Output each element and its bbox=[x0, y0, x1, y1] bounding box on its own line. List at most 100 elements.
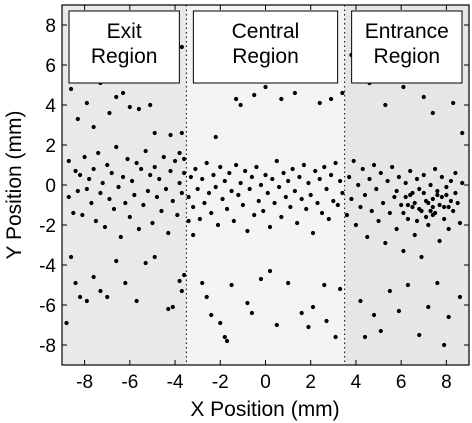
data-point bbox=[66, 158, 71, 164]
data-point bbox=[150, 220, 155, 226]
data-point bbox=[170, 304, 175, 310]
region-label-text: Central bbox=[232, 20, 300, 43]
data-point bbox=[96, 150, 101, 156]
data-point bbox=[263, 84, 268, 90]
data-point bbox=[213, 134, 218, 140]
data-point bbox=[319, 210, 325, 216]
y-tick-label: 6 bbox=[45, 56, 56, 77]
data-point bbox=[245, 228, 250, 234]
data-point bbox=[256, 198, 261, 204]
data-point bbox=[107, 196, 112, 202]
data-point bbox=[73, 280, 78, 286]
x-tick-label: -8 bbox=[76, 372, 93, 393]
data-point bbox=[286, 280, 291, 286]
data-point bbox=[152, 130, 157, 136]
data-point bbox=[392, 194, 397, 200]
data-point bbox=[209, 210, 214, 216]
data-point bbox=[249, 310, 255, 316]
data-point bbox=[152, 254, 157, 260]
data-point bbox=[123, 200, 128, 206]
data-point bbox=[68, 86, 74, 92]
data-point bbox=[71, 210, 76, 216]
y-tick-label: -4 bbox=[39, 256, 56, 277]
y-tick-label: -2 bbox=[39, 216, 56, 237]
data-point bbox=[401, 84, 406, 90]
data-point bbox=[313, 168, 318, 174]
data-point bbox=[412, 200, 417, 206]
y-tick-label: -8 bbox=[39, 336, 56, 357]
data-point bbox=[399, 202, 404, 208]
data-point bbox=[328, 96, 334, 102]
data-point bbox=[448, 178, 454, 184]
data-point bbox=[238, 180, 243, 186]
data-point bbox=[428, 182, 433, 188]
data-point bbox=[446, 204, 451, 210]
data-point bbox=[240, 202, 245, 208]
data-point bbox=[362, 192, 368, 198]
data-point bbox=[134, 298, 139, 304]
data-point bbox=[200, 176, 205, 182]
data-point bbox=[182, 156, 187, 162]
data-point bbox=[120, 90, 126, 96]
data-point bbox=[432, 166, 438, 172]
region-label-text: Entrance bbox=[365, 20, 449, 43]
data-point bbox=[123, 280, 128, 286]
data-point bbox=[111, 206, 117, 212]
data-point bbox=[378, 328, 383, 334]
data-point bbox=[371, 312, 377, 318]
data-point bbox=[376, 218, 381, 224]
data-point bbox=[442, 216, 447, 222]
data-point bbox=[143, 148, 148, 154]
data-point bbox=[419, 208, 424, 214]
data-point bbox=[385, 178, 390, 184]
data-point bbox=[304, 206, 309, 212]
data-point bbox=[292, 188, 297, 194]
data-point bbox=[439, 194, 444, 200]
data-point bbox=[129, 178, 135, 184]
data-point bbox=[457, 220, 463, 226]
data-point bbox=[179, 288, 184, 294]
data-point bbox=[444, 184, 449, 190]
data-point bbox=[116, 184, 121, 190]
data-point bbox=[191, 232, 196, 238]
data-point bbox=[383, 102, 388, 108]
data-point bbox=[227, 170, 232, 176]
data-point bbox=[91, 274, 96, 280]
data-point bbox=[356, 182, 361, 188]
data-point bbox=[254, 164, 259, 170]
data-point bbox=[229, 282, 234, 288]
data-point bbox=[188, 174, 193, 180]
data-point bbox=[403, 180, 408, 186]
data-point bbox=[98, 190, 103, 196]
data-point bbox=[414, 218, 420, 224]
data-point bbox=[371, 162, 377, 168]
data-point bbox=[333, 160, 338, 166]
data-point bbox=[360, 166, 365, 172]
data-point bbox=[234, 162, 239, 168]
data-point bbox=[154, 194, 160, 200]
data-point bbox=[114, 94, 119, 100]
data-point bbox=[136, 106, 141, 112]
data-point bbox=[453, 170, 458, 176]
data-point bbox=[102, 224, 108, 230]
data-point bbox=[435, 192, 440, 198]
data-point bbox=[127, 104, 132, 110]
data-point bbox=[408, 192, 413, 198]
data-point bbox=[125, 156, 130, 162]
region-boundary-lines bbox=[185, 5, 346, 365]
data-point bbox=[426, 200, 431, 206]
data-point bbox=[77, 294, 83, 300]
data-point bbox=[114, 258, 119, 264]
data-point bbox=[358, 298, 363, 304]
data-point bbox=[252, 92, 257, 98]
data-point bbox=[182, 272, 187, 278]
data-point bbox=[340, 190, 345, 196]
data-point bbox=[134, 160, 139, 166]
data-point bbox=[428, 208, 433, 214]
data-point bbox=[91, 124, 96, 130]
data-point bbox=[238, 102, 243, 108]
data-point bbox=[394, 226, 399, 232]
data-point bbox=[93, 218, 99, 224]
